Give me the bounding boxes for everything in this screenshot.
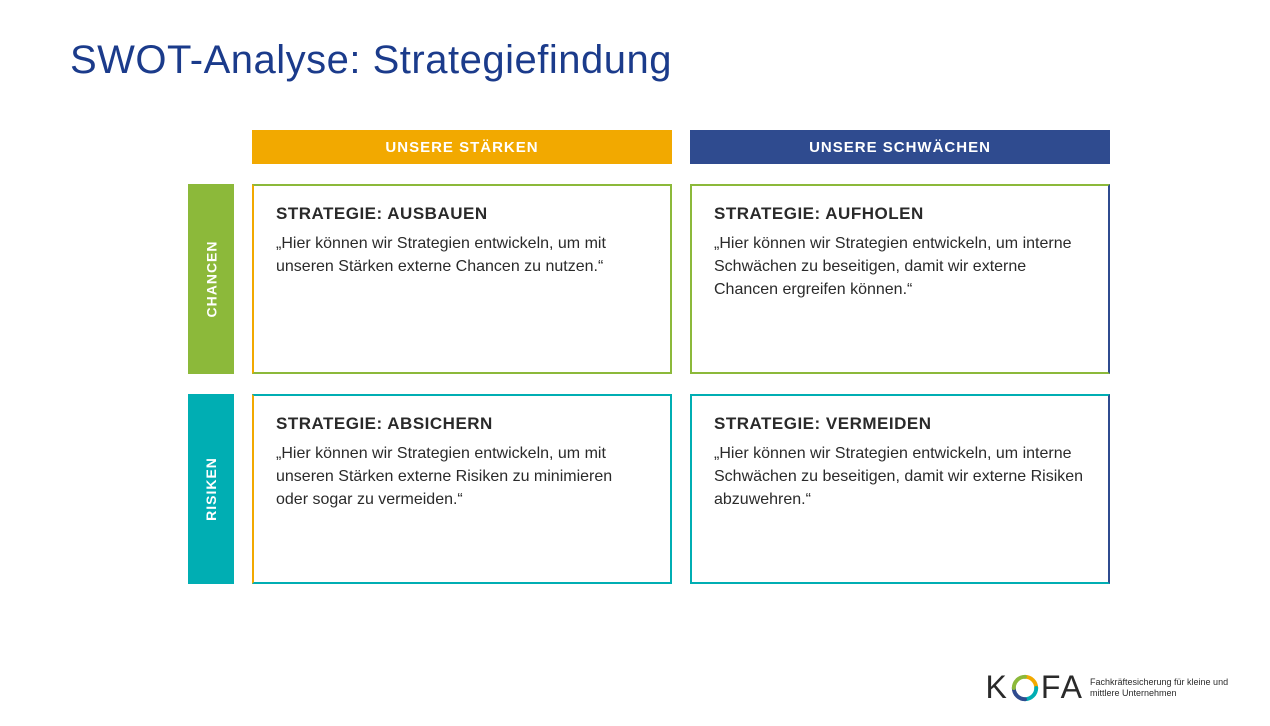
logo-letters-fa: FA bbox=[1041, 669, 1084, 706]
cell-body: „Hier können wir Strategien entwickeln, … bbox=[276, 442, 648, 512]
grid-corner-spacer bbox=[188, 130, 234, 164]
cell-weaknesses-risks: STRATEGIE: VERMEIDEN „Hier können wir St… bbox=[690, 394, 1110, 584]
page-title: SWOT-Analyse: Strategiefindung bbox=[70, 38, 672, 83]
cell-weaknesses-chances: STRATEGIE: AUFHOLEN „Hier können wir Str… bbox=[690, 184, 1110, 374]
cell-body: „Hier können wir Strategien entwickeln, … bbox=[276, 232, 648, 278]
logo-letter-k: K bbox=[986, 669, 1009, 706]
cell-body: „Hier können wir Strategien entwickeln, … bbox=[714, 442, 1086, 512]
row-header-chances: CHANCEN bbox=[188, 184, 234, 374]
logo-subtitle: Fachkräftesicherung für kleine und mittl… bbox=[1090, 677, 1240, 699]
row-header-chances-label: CHANCEN bbox=[203, 241, 219, 318]
cell-title: STRATEGIE: VERMEIDEN bbox=[714, 414, 1086, 434]
kofa-logo: K FA Fachkräftesicherung für kleine und … bbox=[986, 669, 1240, 706]
cell-title: STRATEGIE: AUFHOLEN bbox=[714, 204, 1086, 224]
logo-ring-icon bbox=[1011, 674, 1039, 702]
cell-body: „Hier können wir Strategien entwickeln, … bbox=[714, 232, 1086, 302]
cell-strengths-risks: STRATEGIE: ABSICHERN „Hier können wir St… bbox=[252, 394, 672, 584]
row-header-risks-label: RISIKEN bbox=[203, 457, 219, 521]
row-header-risks: RISIKEN bbox=[188, 394, 234, 584]
column-header-weaknesses: UNSERE SCHWÄCHEN bbox=[690, 130, 1110, 164]
cell-title: STRATEGIE: ABSICHERN bbox=[276, 414, 648, 434]
cell-strengths-chances: STRATEGIE: AUSBAUEN „Hier können wir Str… bbox=[252, 184, 672, 374]
logo-wordmark: K FA bbox=[986, 669, 1084, 706]
swot-grid: UNSERE STÄRKEN UNSERE SCHWÄCHEN CHANCEN … bbox=[188, 130, 1110, 584]
cell-title: STRATEGIE: AUSBAUEN bbox=[276, 204, 648, 224]
column-header-strengths: UNSERE STÄRKEN bbox=[252, 130, 672, 164]
